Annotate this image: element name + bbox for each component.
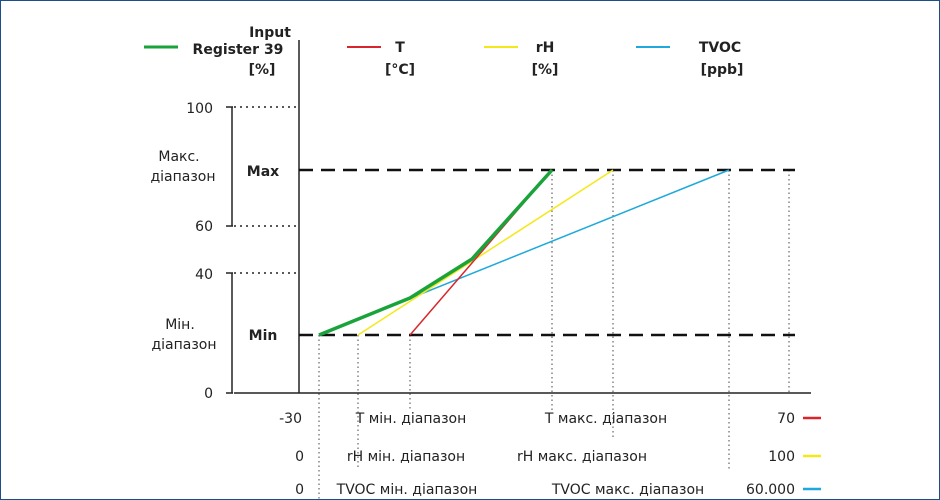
x-row-tvoc: 0 TVOC мін. діапазон TVOC макс. діапазон…: [295, 482, 821, 498]
x-row-t: -30 T мін. діапазон T макс. діапазон 70: [279, 411, 821, 427]
legend-label-rh-1: rH: [536, 40, 555, 56]
legend-label-t-1: T: [395, 40, 405, 56]
x-row-rh: 0 rH мін. діапазон rH макс. діапазон 100: [295, 449, 821, 465]
legend-label-input-2: Register 39: [193, 42, 284, 58]
x-row-rh-start: 0: [295, 449, 304, 465]
legend-label-input-3: [%]: [249, 62, 276, 78]
legend-label-t-2: [°C]: [385, 62, 415, 78]
min-range-label-2: діапазон: [151, 337, 216, 353]
min-level-label: Min: [249, 328, 278, 344]
legend-label-tvoc-2: [ppb]: [701, 62, 744, 78]
legend-label-input-1: Input: [249, 25, 291, 41]
y-tick-label-40: 40: [195, 267, 213, 283]
x-row-rh-end: 100: [768, 449, 795, 465]
legend-label-rh-2: [%]: [532, 62, 559, 78]
max-level-label: Max: [247, 164, 279, 180]
x-row-tvoc-end: 60.000: [746, 482, 795, 498]
legend-label-tvoc-1: TVOC: [699, 40, 741, 56]
x-row-tvoc-max-label: TVOC макс. діапазон: [551, 482, 704, 498]
x-row-rh-min-label: rH мін. діапазон: [347, 449, 465, 465]
y-tick-label-100: 100: [186, 101, 213, 117]
x-row-t-max-label: T макс. діапазон: [544, 411, 667, 427]
x-row-t-start: -30: [279, 411, 302, 427]
y-tick-label-0: 0: [204, 386, 213, 402]
max-range-label-2: діапазон: [150, 169, 215, 185]
x-row-rh-max-label: rH макс. діапазон: [517, 449, 647, 465]
max-range-label-1: Макс.: [158, 149, 199, 165]
x-row-t-min-label: T мін. діапазон: [355, 411, 467, 427]
x-row-tvoc-start: 0: [295, 482, 304, 498]
x-row-tvoc-min-label: TVOC мін. діапазон: [336, 482, 478, 498]
rh-line: [357, 169, 614, 336]
y-tick-label-60: 60: [195, 219, 213, 235]
left-scale: 100 60 40 0 Макс. діапазон Мін. діапазон…: [150, 40, 300, 402]
legend: Input Register 39 [%] T [°C] rH [%] TVOC…: [144, 25, 743, 78]
input-register-line: [318, 168, 554, 337]
guide-lines: [318, 170, 790, 500]
min-range-label-1: Мін.: [165, 317, 195, 333]
x-row-t-end: 70: [777, 411, 795, 427]
